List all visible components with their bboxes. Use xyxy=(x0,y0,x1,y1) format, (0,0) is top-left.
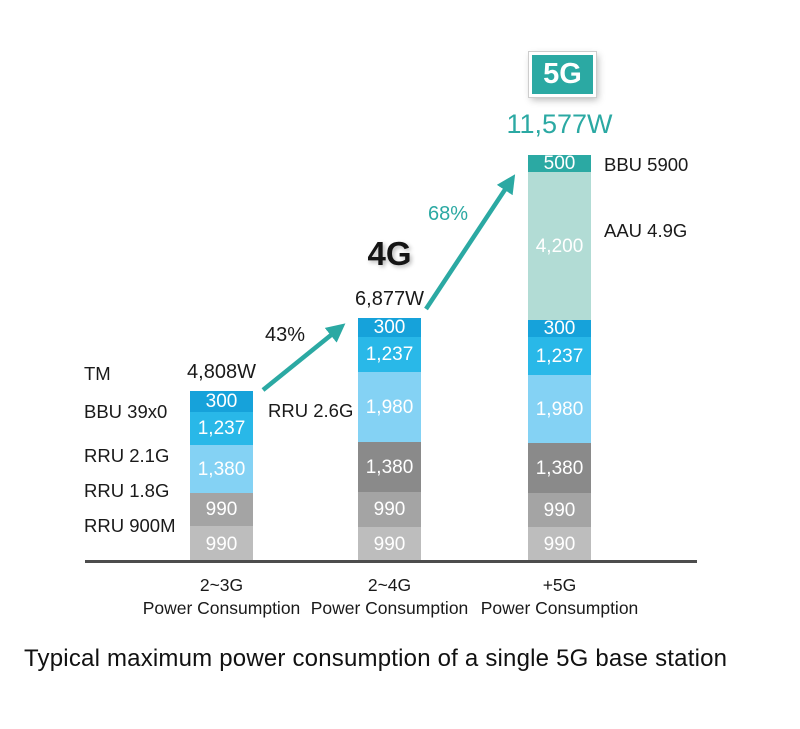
category-line2: Power Consumption xyxy=(310,598,469,618)
segment-value-label: 1,380 xyxy=(365,456,414,478)
segment-label-bbu-39x0: BBU 39x0 xyxy=(84,401,168,422)
stacked-bar-2-4g: 300 1,237 1,980 1,380 990 990 xyxy=(358,318,421,562)
bar-segment-rru-2-6g: 1,980 xyxy=(528,375,591,443)
category-line1: +5G xyxy=(542,575,577,595)
segment-label-bbu-5900: BBU 5900 xyxy=(604,154,689,175)
chart-title: Typical maximum power consumption of a s… xyxy=(24,645,728,672)
bar-segment-tm: 300 xyxy=(528,318,591,339)
segment-value-label: 1,237 xyxy=(197,418,246,439)
bar-total-plus-5g: 11,577W xyxy=(506,109,613,139)
bar-segment-tm: 300 xyxy=(190,391,253,412)
bar-segment-bbu-39x0: 1,237 xyxy=(358,337,421,372)
category-line2: Power Consumption xyxy=(142,598,301,618)
segment-value-label: 990 xyxy=(373,499,406,520)
segment-value-label: 1,380 xyxy=(535,457,584,479)
bar-segment-bbu-39x0: 1,237 xyxy=(190,412,253,445)
category-line1: 2~3G xyxy=(199,575,244,595)
x-axis-category-plus-5g: +5G Power Consumption xyxy=(460,574,660,620)
segment-value-label: 1,380 xyxy=(197,458,246,480)
bar-segment-rru-900m: 990 xyxy=(358,527,421,562)
segment-value-label: 990 xyxy=(543,499,576,521)
stacked-bar-plus-5g: 500 4,200 300 1,237 1,980 1,380 990 990 xyxy=(528,153,591,562)
5g-badge: 5G xyxy=(529,52,596,97)
segment-value-label: 1,980 xyxy=(365,396,414,418)
segment-value-label: 300 xyxy=(205,391,238,412)
segment-value-label: 500 xyxy=(543,153,576,174)
x-axis-category-2-3g: 2~3G Power Consumption xyxy=(122,574,322,620)
bar-segment-rru-2-1g: 1,380 xyxy=(358,442,421,492)
segment-value-label: 1,980 xyxy=(535,398,584,420)
5g-badge-label: 5G xyxy=(543,58,582,90)
segment-value-label: 1,237 xyxy=(365,344,414,365)
bar-segment-rru-1-8g: 990 xyxy=(190,493,253,526)
segment-value-label: 990 xyxy=(205,533,238,555)
segment-value-label: 990 xyxy=(543,534,576,555)
segment-value-label: 300 xyxy=(543,318,576,339)
segment-label-rru-2-6g: RRU 2.6G xyxy=(268,400,354,421)
x-axis-line xyxy=(85,560,697,563)
segment-value-label: 1,237 xyxy=(535,345,584,367)
category-line2: Power Consumption xyxy=(480,598,639,618)
bar-total-2-4g: 6,877W xyxy=(355,288,424,310)
segment-label-rru-1-8g: RRU 1.8G xyxy=(84,480,170,501)
bar-segment-rru-1-8g: 990 xyxy=(528,493,591,527)
bar-segment-bbu-5900: 500 xyxy=(528,153,591,174)
bar-segment-rru-900m: 990 xyxy=(528,527,591,562)
segment-value-label: 4,200 xyxy=(535,235,584,257)
bar-total-2-3g: 4,808W xyxy=(187,361,256,383)
segment-label-tm: TM xyxy=(84,363,111,384)
bar-segment-rru-2-1g: 1,380 xyxy=(528,443,591,493)
bar-segment-rru-2-1g: 1,380 xyxy=(190,445,253,493)
bar-segment-rru-1-8g: 990 xyxy=(358,492,421,527)
stacked-bar-2-3g: 300 1,237 1,380 990 990 xyxy=(190,391,253,562)
bar-segment-rru-2-6g: 1,980 xyxy=(358,372,421,442)
segment-value-label: 300 xyxy=(373,317,406,338)
segment-value-label: 990 xyxy=(205,499,238,520)
x-axis-category-2-4g: 2~4G Power Consumption xyxy=(290,574,490,620)
category-line1: 2~4G xyxy=(367,575,412,595)
bar-segment-rru-900m: 990 xyxy=(190,526,253,562)
segment-label-rru-2-1g: RRU 2.1G xyxy=(84,445,170,466)
segment-value-label: 990 xyxy=(373,534,406,555)
growth-percent-43: 43% xyxy=(265,324,306,346)
segment-label-aau-4-9g: AAU 4.9G xyxy=(604,220,688,241)
bar-segment-aau-4-9g: 4,200 xyxy=(528,172,591,320)
4g-label: 4G xyxy=(367,235,412,272)
growth-percent-68: 68% xyxy=(428,203,469,225)
bar-segment-bbu-39x0: 1,237 xyxy=(528,337,591,375)
bar-segment-tm: 300 xyxy=(358,318,421,337)
segment-label-rru-900m: RRU 900M xyxy=(84,515,176,536)
